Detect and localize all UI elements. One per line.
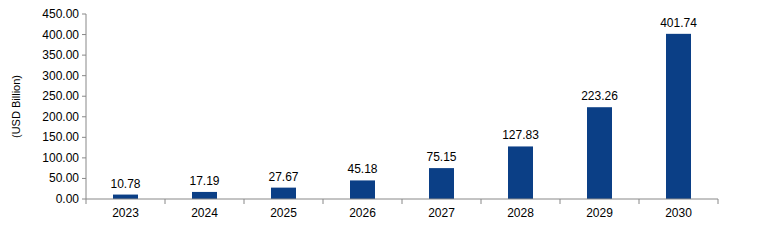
x-tick-boundary <box>481 199 482 204</box>
data-label: 17.19 <box>189 174 219 188</box>
y-tick <box>82 55 86 56</box>
x-tick-boundary <box>86 199 87 204</box>
y-tick-label: 150.00 <box>42 130 79 144</box>
data-label: 401.74 <box>660 16 697 30</box>
y-tick-label: 0.00 <box>56 192 80 206</box>
bar <box>429 168 454 199</box>
x-tick-boundary <box>639 199 640 204</box>
x-ticks: 2023 2024 2025 2026 2027 2028 2029 2030 <box>86 199 718 220</box>
bar <box>350 180 375 199</box>
x-tick-label: 2024 <box>191 206 218 220</box>
x-tick-boundary <box>244 199 245 204</box>
x-tick-boundary <box>165 199 166 204</box>
bars <box>113 34 691 199</box>
bar <box>587 107 612 199</box>
bar <box>192 192 217 199</box>
x-tick-label: 2023 <box>112 206 139 220</box>
data-label: 45.18 <box>347 162 377 176</box>
y-tick-label: 50.00 <box>49 171 79 185</box>
x-tick-label: 2025 <box>270 206 297 220</box>
x-tick-boundary <box>323 199 324 204</box>
data-labels: 10.78 17.19 27.67 45.18 75.15 127.83 223.26 401… <box>110 16 697 191</box>
y-tick <box>82 14 86 15</box>
x-tick-boundary <box>560 199 561 204</box>
y-tick <box>82 157 86 158</box>
x-tick-boundary <box>718 199 719 204</box>
y-tick-label: 300.00 <box>42 69 79 83</box>
x-tick-label: 2029 <box>586 206 613 220</box>
y-tick <box>82 34 86 35</box>
y-ticks: 0.00 50.00 100.00 150.00 200.00 250.00 300.00 3… <box>42 7 86 206</box>
y-tick <box>82 96 86 97</box>
bar <box>666 34 691 199</box>
chart-container: (USD Billion) 0.00 50.00 100.00 150.00 200.00… <box>0 0 780 232</box>
y-tick-label: 100.00 <box>42 151 79 165</box>
y-tick-label: 200.00 <box>42 110 79 124</box>
data-label: 75.15 <box>426 150 456 164</box>
y-tick-label: 400.00 <box>42 28 79 42</box>
data-label: 223.26 <box>581 89 618 103</box>
y-tick-label: 350.00 <box>42 48 79 62</box>
data-label: 127.83 <box>502 128 539 142</box>
x-tick-label: 2028 <box>507 206 534 220</box>
y-axis-line <box>86 14 87 199</box>
y-tick <box>82 116 86 117</box>
x-tick-label: 2026 <box>349 206 376 220</box>
y-tick <box>82 75 86 76</box>
x-tick-label: 2030 <box>665 206 692 220</box>
bar <box>271 188 296 199</box>
bar <box>508 146 533 199</box>
x-tick-boundary <box>402 199 403 204</box>
y-tick-label: 450.00 <box>42 7 79 21</box>
y-tick <box>82 178 86 179</box>
bar <box>113 195 138 199</box>
data-label: 27.67 <box>268 170 298 184</box>
x-tick-label: 2027 <box>428 206 455 220</box>
y-tick <box>82 137 86 138</box>
y-tick <box>82 199 86 200</box>
y-axis-label: (USD Billion) <box>10 75 22 138</box>
y-tick-label: 250.00 <box>42 89 79 103</box>
chart-svg: (USD Billion) 0.00 50.00 100.00 150.00 200.00… <box>0 0 780 232</box>
data-label: 10.78 <box>110 177 140 191</box>
